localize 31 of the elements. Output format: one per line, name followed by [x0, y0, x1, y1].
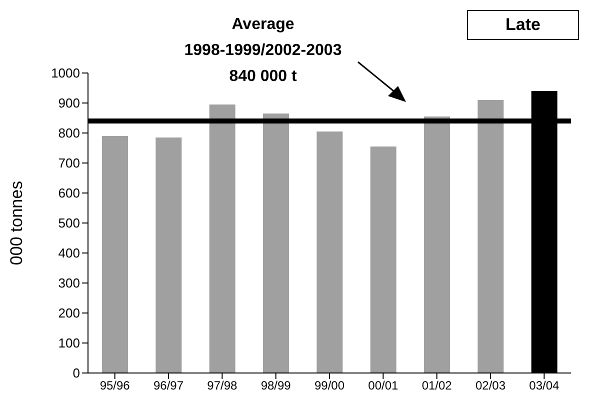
y-tick-label: 600 [58, 186, 80, 201]
y-tick-label: 200 [58, 306, 80, 321]
x-tick-label: 97/98 [207, 378, 238, 393]
x-tick-label: 98/99 [260, 378, 292, 393]
bar [316, 132, 343, 373]
y-tick-label: 500 [58, 216, 80, 231]
x-tick-label: 01/02 [422, 378, 452, 393]
bar [102, 136, 128, 373]
bar [370, 146, 396, 373]
text: Late [467, 10, 579, 40]
bar [209, 104, 236, 373]
y-tick-label: 700 [58, 156, 80, 171]
y-tick-label: 400 [58, 246, 80, 261]
bar [478, 100, 504, 373]
x-tick-label: 96/97 [153, 378, 184, 393]
y-tick-label: 800 [58, 126, 80, 141]
y-tick-label: 300 [58, 276, 80, 291]
x-tick-label: 99/00 [314, 378, 345, 393]
x-tick-label: 02/03 [475, 378, 506, 393]
y-tick-label: 900 [58, 96, 80, 111]
y-axis-title: 000 tonnes [7, 180, 26, 266]
x-tick-label: 00/01 [368, 378, 399, 393]
y-tick-label: 0 [72, 366, 80, 381]
bar [263, 114, 289, 373]
y-tick-label: 1000 [51, 66, 80, 81]
x-tick-label: 03/04 [529, 378, 560, 393]
bar [156, 138, 182, 373]
bar [424, 116, 450, 373]
y-tick-label: 100 [58, 336, 80, 351]
x-tick-label: 95/96 [100, 378, 130, 393]
ref-line-label: Average 1998-1999/2002-2003 840 000 t [184, 16, 342, 85]
